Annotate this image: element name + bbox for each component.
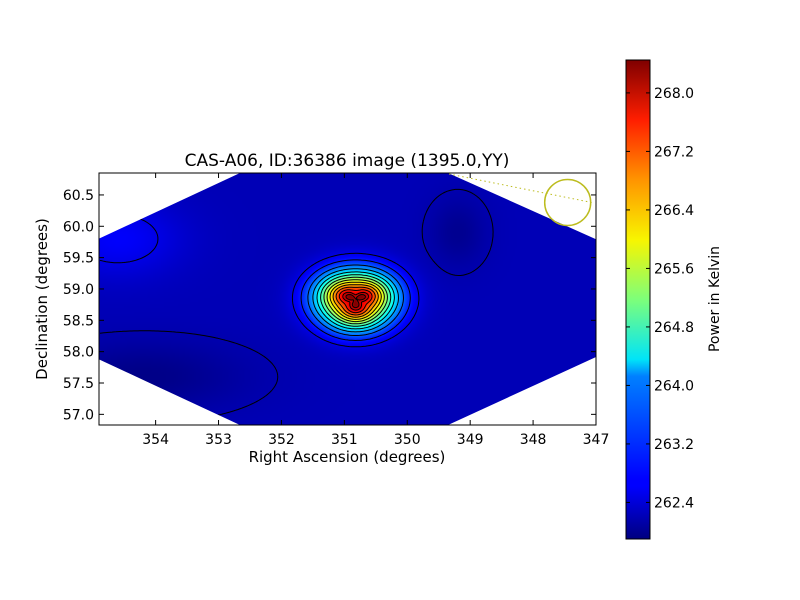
y-tick-label: 60.5: [63, 188, 94, 204]
y-axis-label: Declination (degrees): [33, 218, 51, 380]
contour-level-8: [326, 279, 385, 323]
contour-lines: [99, 188, 494, 424]
colorbar: 262.4 263.2 264.0 264.8 265.6 266.4 267.2 268.0…: [625, 59, 723, 540]
x-tick-label: 352: [268, 432, 295, 448]
contour-level-10: [332, 284, 379, 318]
contour-level-11: [335, 286, 376, 316]
main-axes: 354 353 352 351 350 349 348 347 57.0 57.5 58.0 58.…: [33, 151, 609, 466]
colorbar-ticks: 262.4 263.2 264.0 264.8 265.6 266.4 267.2 268.0: [626, 86, 694, 511]
y-tick-label: 57.5: [63, 376, 94, 392]
colorbar-gradient: [625, 59, 651, 540]
x-tick-label: 351: [331, 432, 358, 448]
contour-level-4: [312, 268, 399, 333]
y-tick-label: 59.0: [63, 282, 94, 298]
contour-level-6: [320, 274, 392, 327]
y-tick-label: 58.0: [63, 345, 94, 361]
contour-level-5: [316, 271, 395, 330]
y-tick-label: 60.0: [63, 219, 94, 235]
y-axis-ticks: 57.0 57.5 58.0 58.5 59.0 59.5 60.0 60.5: [63, 188, 596, 423]
x-tick-label: 349: [457, 432, 484, 448]
beam-circle: [543, 178, 592, 227]
colorbar-tick-label: 262.4: [654, 495, 694, 511]
x-tick-label: 354: [142, 432, 169, 448]
y-tick-label: 57.0: [63, 407, 94, 423]
colorbar-tick-label: 263.2: [654, 437, 694, 453]
colorbar-tick-label: 264.8: [654, 320, 694, 336]
x-tick-label: 348: [520, 432, 547, 448]
y-tick-label: 58.5: [63, 313, 94, 329]
chart-title: CAS-A06, ID:36386 image (1395.0,YY): [185, 151, 510, 171]
contour-level-14: [345, 294, 366, 309]
x-axis-ticks: 354 353 352 351 350 349 348 347: [142, 173, 609, 448]
x-tick-label: 350: [394, 432, 421, 448]
beam-pointer-line: [448, 173, 592, 203]
contour-level-7: [323, 276, 388, 325]
colorbar-tick-label: 266.4: [654, 203, 694, 219]
contour-level-2: [300, 259, 411, 341]
colorbar-label: Power in Kelvin: [707, 246, 723, 352]
colorbar-tick-label: 268.0: [654, 86, 694, 102]
x-tick-label: 353: [205, 432, 232, 448]
colorbar-tick-label: 264.0: [654, 378, 694, 394]
contour-level-13: [342, 291, 370, 311]
colorbar-tick-label: 267.2: [654, 144, 694, 160]
contour-level-3: [307, 264, 404, 336]
beam-marker: [448, 173, 592, 227]
x-tick-label: 347: [583, 432, 610, 448]
y-tick-label: 59.5: [63, 251, 94, 267]
colorbar-tick-label: 265.6: [654, 261, 694, 277]
axes-frame: [98, 172, 597, 426]
x-axis-label: Right Ascension (degrees): [249, 448, 446, 466]
contour-level-12: [338, 289, 373, 314]
contour-level-9: [329, 281, 382, 320]
